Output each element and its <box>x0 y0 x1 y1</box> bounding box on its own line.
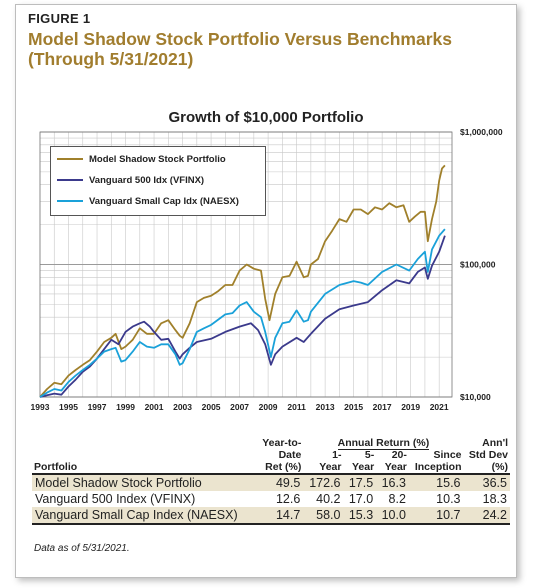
x-tick-label: 2015 <box>344 402 363 412</box>
table-row: Model Shadow Stock Portfolio 49.5 172.6 … <box>32 474 510 491</box>
table-row: Vanguard 500 Index (VFINX) 12.6 40.2 17.… <box>32 491 510 507</box>
figure-card: FIGURE 1 Model Shadow Stock Portfolio Ve… <box>15 4 517 578</box>
figure-title: Model Shadow Stock Portfolio Versus Benc… <box>28 29 452 69</box>
hdr-5y-1: 5- <box>364 449 375 461</box>
performance-table: Year-to- Annual Return (%) Ann'l Date 1-… <box>32 437 510 525</box>
legend-item-naesx: Vanguard Small Cap Idx (NAESX) <box>57 194 239 208</box>
hdr-portfolio: Portfolio <box>32 461 257 475</box>
x-tick-label: 2019 <box>401 402 420 412</box>
y-tick-label: $100,000 <box>460 260 496 270</box>
x-tick-label: 2013 <box>316 402 335 412</box>
row-since: 15.6 <box>408 474 464 491</box>
legend-item-vfinx: Vanguard 500 Idx (VFINX) <box>57 173 204 187</box>
x-tick-label: 2011 <box>287 402 306 412</box>
hdr-since-1: Since <box>433 449 462 461</box>
row-name: Model Shadow Stock Portfolio <box>32 474 257 491</box>
row-name: Vanguard 500 Index (VFINX) <box>35 492 196 506</box>
row-std: 24.2 <box>463 507 510 525</box>
series-line-model <box>39 164 446 398</box>
hdr-20y-1: 20- <box>391 449 407 461</box>
x-tick-label: 2009 <box>259 402 278 412</box>
row-20y: 8.2 <box>388 492 406 506</box>
row-1y: 172.6 <box>303 474 344 491</box>
table-header-row-3: Portfolio Ret (%) Year Year Year Incepti… <box>32 461 510 475</box>
legend-label-naesx: Vanguard Small Cap Idx (NAESX) <box>89 195 239 207</box>
legend-label-model: Model Shadow Stock Portfolio <box>89 153 226 165</box>
hdr-1y-2: Year <box>303 461 344 475</box>
hdr-std-3: (%) <box>463 461 510 475</box>
x-tick-label: 2001 <box>145 402 164 412</box>
row-std: 36.5 <box>463 474 510 491</box>
row-since: 10.3 <box>436 492 461 506</box>
x-tick-label: 2017 <box>373 402 392 412</box>
row-20y: 10.0 <box>376 507 409 525</box>
legend-swatch-model <box>57 157 83 161</box>
x-tick-label: 1995 <box>59 402 78 412</box>
hdr-ytd-2: Date <box>278 449 302 461</box>
y-tick-label: $1,000,000 <box>460 127 503 137</box>
legend-swatch-naesx <box>57 199 83 203</box>
hdr-std-1: Ann'l <box>482 437 508 449</box>
row-ytd: 14.7 <box>256 507 304 525</box>
table-header-row-1: Year-to- Annual Return (%) Ann'l <box>32 437 510 450</box>
hdr-std-2: Std Dev <box>468 449 508 461</box>
legend-swatch-vfinx <box>57 178 83 182</box>
series-line-naesx <box>39 228 446 398</box>
legend-label-vfinx: Vanguard 500 Idx (VFINX) <box>89 174 205 186</box>
x-tick-label: 1993 <box>31 402 50 412</box>
x-tick-label: 2007 <box>230 402 249 412</box>
row-std: 18.3 <box>482 492 507 506</box>
plot-frame <box>39 131 453 398</box>
x-tick-label: 2003 <box>173 402 192 412</box>
y-tick-label: $10,000 <box>460 392 491 402</box>
row-since: 10.7 <box>408 507 464 525</box>
row-ytd: 12.6 <box>275 492 301 506</box>
row-20y: 16.3 <box>376 474 409 491</box>
series-line-vfinx <box>39 235 446 398</box>
chart-legend: Model Shadow Stock Portfolio Vanguard 50… <box>50 146 266 216</box>
hdr-20y-2: Year <box>376 461 409 475</box>
row-name: Vanguard Small Cap Index (NAESX) <box>32 507 257 525</box>
table-header-row-2: Date 1- 5- 20- Since Std Dev <box>32 449 510 461</box>
x-tick-label: 1999 <box>116 402 135 412</box>
x-tick-label: 1997 <box>88 402 107 412</box>
row-5y: 17.0 <box>348 492 374 506</box>
row-ytd: 49.5 <box>256 474 304 491</box>
x-tick-label: 2005 <box>202 402 221 412</box>
hdr-1y-1: 1- <box>332 449 342 461</box>
legend-item-model: Model Shadow Stock Portfolio <box>57 152 226 166</box>
row-5y: 17.5 <box>343 474 377 491</box>
hdr-annual-return: Annual Return (%) <box>337 437 430 450</box>
x-tick-label: 2021 <box>430 402 449 412</box>
row-1y: 58.0 <box>303 507 344 525</box>
hdr-5y-2: Year <box>343 461 377 475</box>
hdr-ytd-1: Year-to- <box>262 437 302 449</box>
hdr-since-2: Inception <box>408 461 464 475</box>
hdr-ytd-3: Ret (%) <box>256 461 304 475</box>
table-row: Vanguard Small Cap Index (NAESX) 14.7 58… <box>32 507 510 525</box>
row-1y: 40.2 <box>316 492 341 506</box>
row-5y: 15.3 <box>343 507 377 525</box>
chart-title: Growth of $10,000 Portfolio <box>168 109 364 126</box>
figure-label: FIGURE 1 <box>28 11 91 26</box>
footnote: Data as of 5/31/2021. <box>34 543 130 554</box>
